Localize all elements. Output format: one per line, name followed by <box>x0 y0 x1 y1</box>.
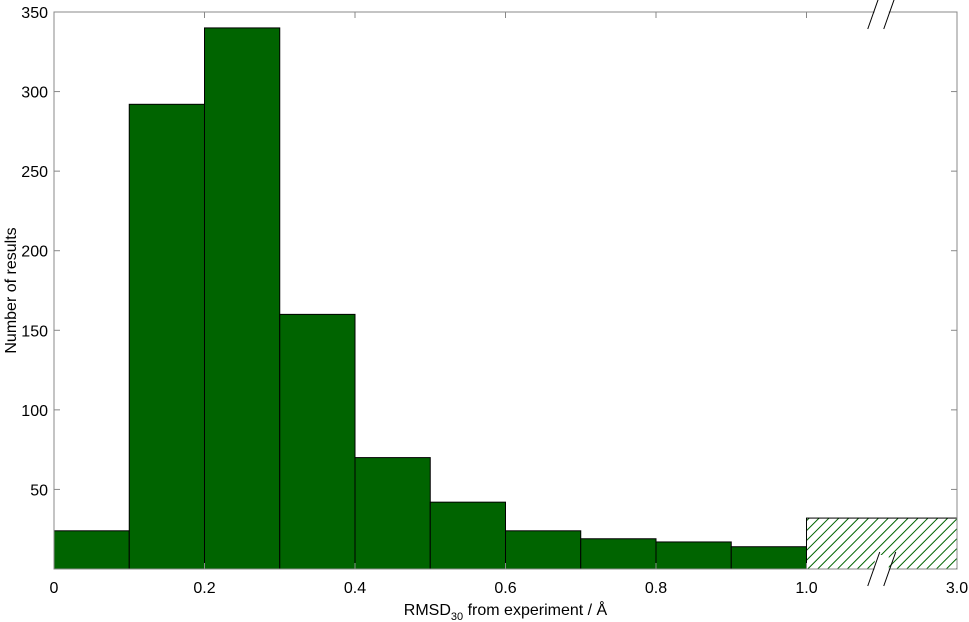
y-tick-label: 150 <box>21 323 48 340</box>
y-tick-label: 250 <box>21 164 48 181</box>
y-tick-label: 300 <box>21 85 48 102</box>
x-tick-label: 0.6 <box>494 580 516 597</box>
x-axis-label: RMSD30 from experiment / Å <box>404 600 608 622</box>
x-axis-label-part: from experiment / Å <box>463 600 607 619</box>
bar <box>279 313 356 570</box>
y-tick-label: 350 <box>21 5 48 22</box>
bar <box>354 457 431 570</box>
bar <box>429 501 506 570</box>
bar <box>204 27 281 570</box>
bar <box>580 538 657 570</box>
axis-break-mark <box>867 0 879 30</box>
x-tick-label: 0.8 <box>645 580 667 597</box>
x-tick-label: 0 <box>50 580 59 597</box>
axis-break-mark <box>867 551 881 587</box>
bar <box>505 530 582 570</box>
x-axis-label-part: RMSD <box>404 602 451 619</box>
bar <box>730 546 807 570</box>
x-tick-label: 0.4 <box>344 580 366 597</box>
x-tick-label: 0.2 <box>193 580 215 597</box>
x-tick-label: 3.0 <box>946 580 968 597</box>
bar <box>128 103 205 570</box>
y-tick-label: 50 <box>30 482 48 499</box>
x-tick-label: 1.0 <box>795 580 817 597</box>
y-axis-label: Number of results <box>3 227 20 353</box>
axis-break-gap <box>874 555 889 583</box>
y-tick-label: 200 <box>21 244 48 261</box>
bar <box>53 530 130 570</box>
bar <box>655 541 732 570</box>
x-axis-label-part: 30 <box>451 611 463 622</box>
axis-break-mark <box>883 551 897 587</box>
axis-break-mark <box>883 0 895 30</box>
y-tick-label: 100 <box>21 403 48 420</box>
axis-break-gap <box>874 0 889 26</box>
